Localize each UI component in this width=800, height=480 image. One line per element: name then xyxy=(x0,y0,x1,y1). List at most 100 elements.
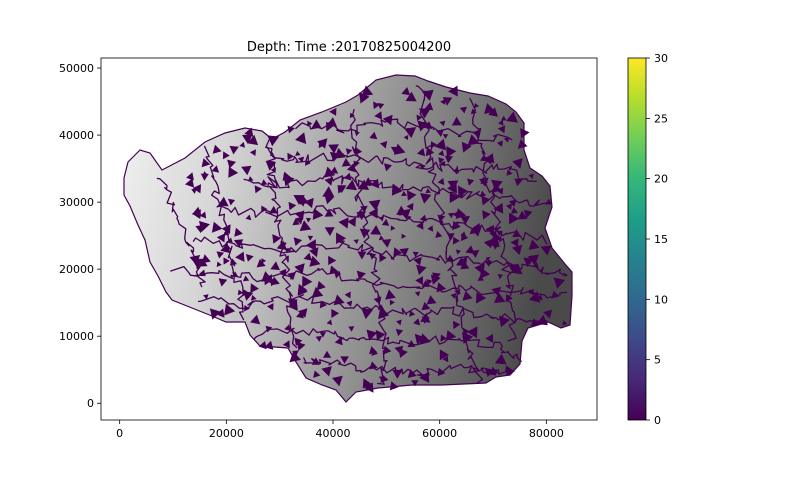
depth-marker xyxy=(292,350,299,357)
depth-marker xyxy=(491,183,502,193)
depth-marker xyxy=(381,239,392,248)
depth-marker xyxy=(185,178,195,188)
depth-marker xyxy=(242,134,253,144)
depth-marker xyxy=(420,163,426,170)
depth-marker xyxy=(311,357,321,365)
depth-marker xyxy=(288,201,297,211)
depth-marker xyxy=(442,355,449,363)
depth-marker xyxy=(411,380,419,387)
y-tick-label: 10000 xyxy=(59,330,94,343)
depth-marker xyxy=(328,144,339,154)
depth-marker xyxy=(289,351,301,363)
depth-marker xyxy=(471,226,482,237)
plot-area xyxy=(123,74,573,403)
depth-marker xyxy=(332,375,343,387)
channel-line xyxy=(192,236,568,277)
depth-marker xyxy=(293,195,305,205)
depth-marker xyxy=(439,349,450,361)
depth-marker xyxy=(413,318,421,326)
colorbar-tick-label: 10 xyxy=(654,293,668,306)
depth-marker xyxy=(506,169,513,176)
depth-marker xyxy=(514,178,523,187)
colorbar-tick-label: 25 xyxy=(654,112,668,125)
depth-marker xyxy=(377,304,385,310)
depth-marker xyxy=(414,291,421,297)
depth-marker xyxy=(343,172,352,181)
depth-marker xyxy=(415,276,423,286)
depth-marker xyxy=(399,248,409,257)
depth-marker xyxy=(294,337,303,346)
depth-marker xyxy=(491,179,503,191)
depth-marker xyxy=(309,255,321,267)
depth-marker xyxy=(512,244,523,255)
depth-marker xyxy=(393,143,406,155)
depth-marker xyxy=(270,167,276,173)
depth-marker xyxy=(192,206,202,216)
depth-marker xyxy=(220,243,231,254)
depth-marker xyxy=(373,101,380,110)
depth-marker xyxy=(264,340,274,350)
depth-marker xyxy=(284,324,291,331)
depth-marker xyxy=(203,294,209,300)
depth-marker xyxy=(287,271,296,281)
depth-marker xyxy=(419,371,430,383)
depth-marker xyxy=(426,295,437,305)
x-tick-label: 0 xyxy=(116,427,123,440)
depth-marker xyxy=(444,155,454,164)
depth-marker xyxy=(380,141,388,149)
depth-marker xyxy=(319,332,326,338)
depth-marker xyxy=(380,374,389,383)
depth-marker xyxy=(329,107,337,116)
depth-marker xyxy=(227,159,237,169)
depth-marker xyxy=(265,325,273,333)
y-tick-label: 30000 xyxy=(59,196,94,209)
depth-marker xyxy=(375,330,386,341)
depth-marker xyxy=(195,225,204,234)
depth-marker xyxy=(442,97,453,106)
depth-marker xyxy=(381,218,390,226)
depth-marker xyxy=(356,211,366,221)
depth-marker xyxy=(489,230,497,239)
depth-marker xyxy=(437,177,445,185)
depth-marker xyxy=(467,134,480,146)
depth-marker xyxy=(321,366,332,377)
y-tick-label: 20000 xyxy=(59,263,94,276)
depth-marker xyxy=(297,285,308,296)
depth-marker xyxy=(517,139,528,149)
depth-marker xyxy=(451,116,462,126)
depth-marker xyxy=(414,333,426,345)
depth-marker xyxy=(346,163,356,173)
depth-marker xyxy=(480,155,487,162)
channel-line xyxy=(253,327,523,363)
depth-marker xyxy=(189,255,201,266)
depth-marker xyxy=(482,210,491,220)
depth-marker xyxy=(345,148,353,155)
depth-marker xyxy=(436,129,444,137)
depth-marker xyxy=(456,257,466,266)
depth-marker xyxy=(287,152,294,161)
depth-marker xyxy=(200,259,208,267)
depth-marker xyxy=(261,205,268,213)
depth-marker xyxy=(505,365,511,372)
chart-title: Depth: Time :20170825004200 xyxy=(247,40,451,55)
depth-marker xyxy=(200,173,209,181)
depth-marker xyxy=(529,291,541,303)
depth-marker xyxy=(389,299,395,306)
depth-marker xyxy=(370,178,380,189)
depth-marker xyxy=(412,251,419,258)
depth-marker xyxy=(233,239,244,248)
depth-marker xyxy=(311,286,324,298)
depth-marker xyxy=(191,188,197,194)
depth-marker xyxy=(229,258,237,266)
depth-marker xyxy=(485,333,494,343)
depth-marker xyxy=(322,186,335,197)
depth-marker xyxy=(404,127,417,139)
depth-marker xyxy=(551,290,560,299)
depth-marker xyxy=(426,279,433,286)
depth-marker xyxy=(309,247,319,258)
depth-marker xyxy=(458,185,468,197)
depth-marker xyxy=(244,305,250,312)
depth-marker xyxy=(369,131,378,140)
depth-marker xyxy=(355,147,363,156)
depth-marker xyxy=(324,177,334,186)
